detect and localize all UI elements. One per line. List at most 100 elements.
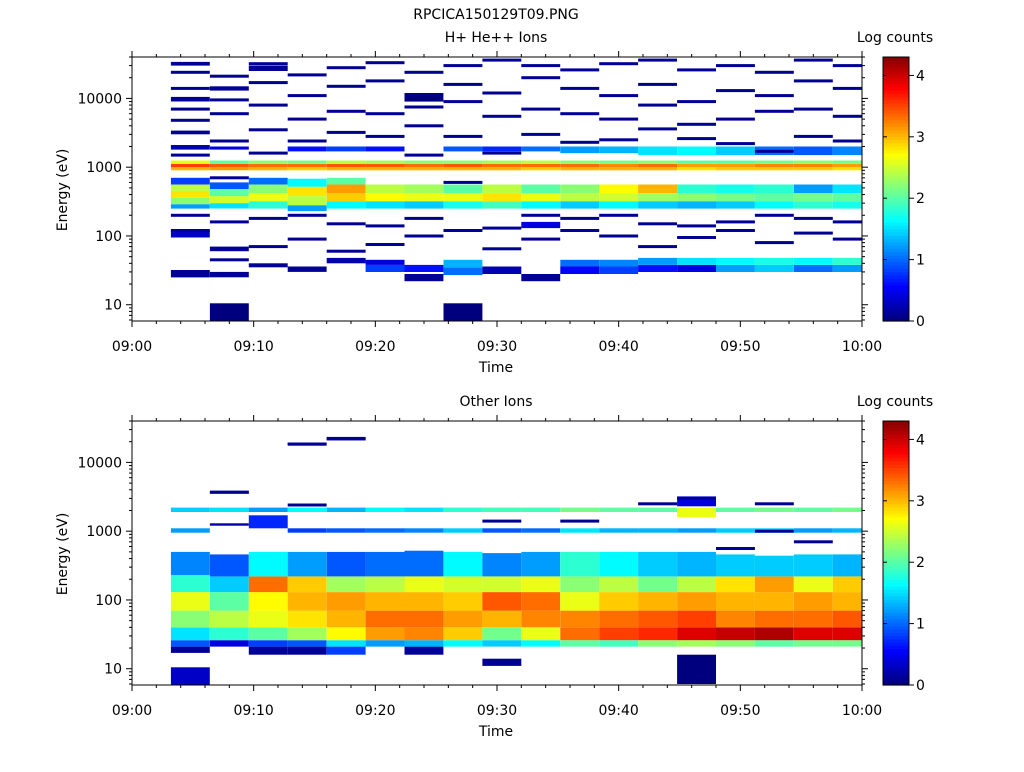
heatmap-cell: [832, 160, 862, 164]
heatmap-cell: [754, 163, 794, 168]
heatmap-line: [326, 109, 366, 113]
heatmap-cell: [832, 163, 862, 168]
colorbar-step: [883, 671, 909, 676]
heatmap-cell: [404, 167, 444, 171]
heatmap-cell: [560, 259, 600, 267]
heatmap-cell: [677, 146, 716, 156]
colorbar-step: [883, 655, 909, 660]
colorbar-tick-label: 0: [916, 678, 925, 694]
heatmap-cell: [754, 264, 794, 272]
heatmap-cell: [716, 554, 755, 577]
heatmap-line: [793, 134, 833, 138]
heatmap-cell: [677, 507, 716, 518]
heatmap-line: [404, 70, 444, 74]
heatmap-line: [832, 237, 862, 241]
heatmap-cell: [677, 576, 716, 593]
colorbar-step: [883, 149, 909, 154]
colorbar-step: [883, 317, 909, 322]
heatmap-line: [326, 249, 366, 253]
colorbar-step: [883, 536, 909, 541]
heatmap-cell: [716, 592, 755, 611]
y-axis-label: Energy (eV): [55, 513, 71, 596]
heatmap-cell: [677, 201, 716, 209]
heatmap-line: [365, 224, 405, 228]
colorbar-step: [883, 205, 909, 210]
heatmap-line: [209, 258, 249, 262]
colorbar-step: [883, 572, 909, 577]
colorbar-step: [883, 510, 909, 514]
heatmap-cell: [560, 610, 600, 628]
x-tick-label: 09:40: [598, 703, 638, 719]
heatmap-cell: [793, 201, 833, 209]
heatmap-cell: [404, 193, 444, 202]
heatmap-line: [482, 91, 522, 95]
heatmap-cell: [287, 640, 327, 647]
heatmap-cell: [404, 264, 444, 272]
heatmap-line: [560, 229, 600, 232]
heatmap-cell: [287, 196, 327, 206]
heatmap-line: [677, 137, 716, 141]
heatmap-line: [365, 79, 405, 83]
colorbar-step: [883, 80, 909, 84]
colorbar-step: [883, 595, 909, 600]
heatmap-cell: [326, 163, 366, 168]
heatmap-cell: [521, 528, 561, 533]
heatmap-cell: [170, 184, 210, 191]
heatmap-cell: [482, 146, 522, 152]
heatmap-cell: [365, 592, 405, 611]
heatmap-cell: [287, 576, 327, 593]
heatmap-cell: [443, 146, 483, 152]
heatmap-line: [832, 64, 862, 68]
heatmap-line: [443, 180, 483, 184]
colorbar-step: [883, 444, 909, 448]
heatmap-cell: [638, 576, 677, 593]
heatmap-cell: [443, 551, 483, 577]
heatmap-line: [754, 213, 794, 217]
colorbar-step: [883, 470, 909, 475]
heatmap-line: [287, 94, 327, 98]
colorbar-step: [883, 434, 909, 439]
heatmap-cell: [443, 167, 483, 171]
heatmap-cell: [443, 592, 483, 611]
heatmap-cell: [209, 271, 249, 278]
colorbar-step: [883, 625, 909, 630]
colorbar-step: [883, 152, 909, 157]
y-tick-label: 10000: [77, 91, 122, 107]
heatmap-cell: [677, 640, 716, 647]
heatmap-line: [832, 114, 862, 118]
heatmap-cell: [599, 640, 639, 647]
heatmap-line: [793, 107, 833, 111]
colorbar-step: [883, 228, 909, 233]
colorbar-step: [883, 159, 909, 164]
x-tick-label: 09:20: [355, 339, 395, 355]
heatmap-cell: [287, 646, 327, 655]
heatmap-cell: [170, 160, 210, 164]
heatmap-cell: [287, 266, 327, 272]
heatmap-cell: [832, 146, 862, 156]
heatmap-line: [482, 247, 522, 251]
heatmap-cell: [404, 640, 444, 647]
heatmap-line: [521, 107, 561, 111]
heatmap-cell: [832, 576, 862, 593]
colorbar-step: [883, 106, 909, 111]
heatmap-line: [248, 103, 288, 107]
heatmap-cell: [170, 667, 210, 685]
heatmap-cell: [716, 163, 755, 168]
heatmap-cell: [754, 193, 794, 202]
heatmap-cell: [287, 167, 327, 171]
heatmap-cell: [404, 610, 444, 628]
colorbar-step: [883, 261, 909, 266]
y-tick-label: 100: [95, 593, 122, 609]
y-tick-label: 10: [104, 298, 122, 314]
heatmap-cell: [521, 640, 561, 647]
heatmap-cell: [287, 160, 327, 164]
heatmap-cell: [716, 627, 755, 641]
colorbar-step: [883, 582, 909, 587]
heatmap-cell: [287, 507, 327, 512]
heatmap-line: [443, 64, 483, 68]
heatmap-cell: [248, 576, 288, 593]
heatmap-cell: [404, 507, 444, 512]
heatmap-cell: [443, 267, 483, 276]
heatmap-cell: [170, 575, 210, 593]
colorbar-step: [883, 454, 909, 458]
